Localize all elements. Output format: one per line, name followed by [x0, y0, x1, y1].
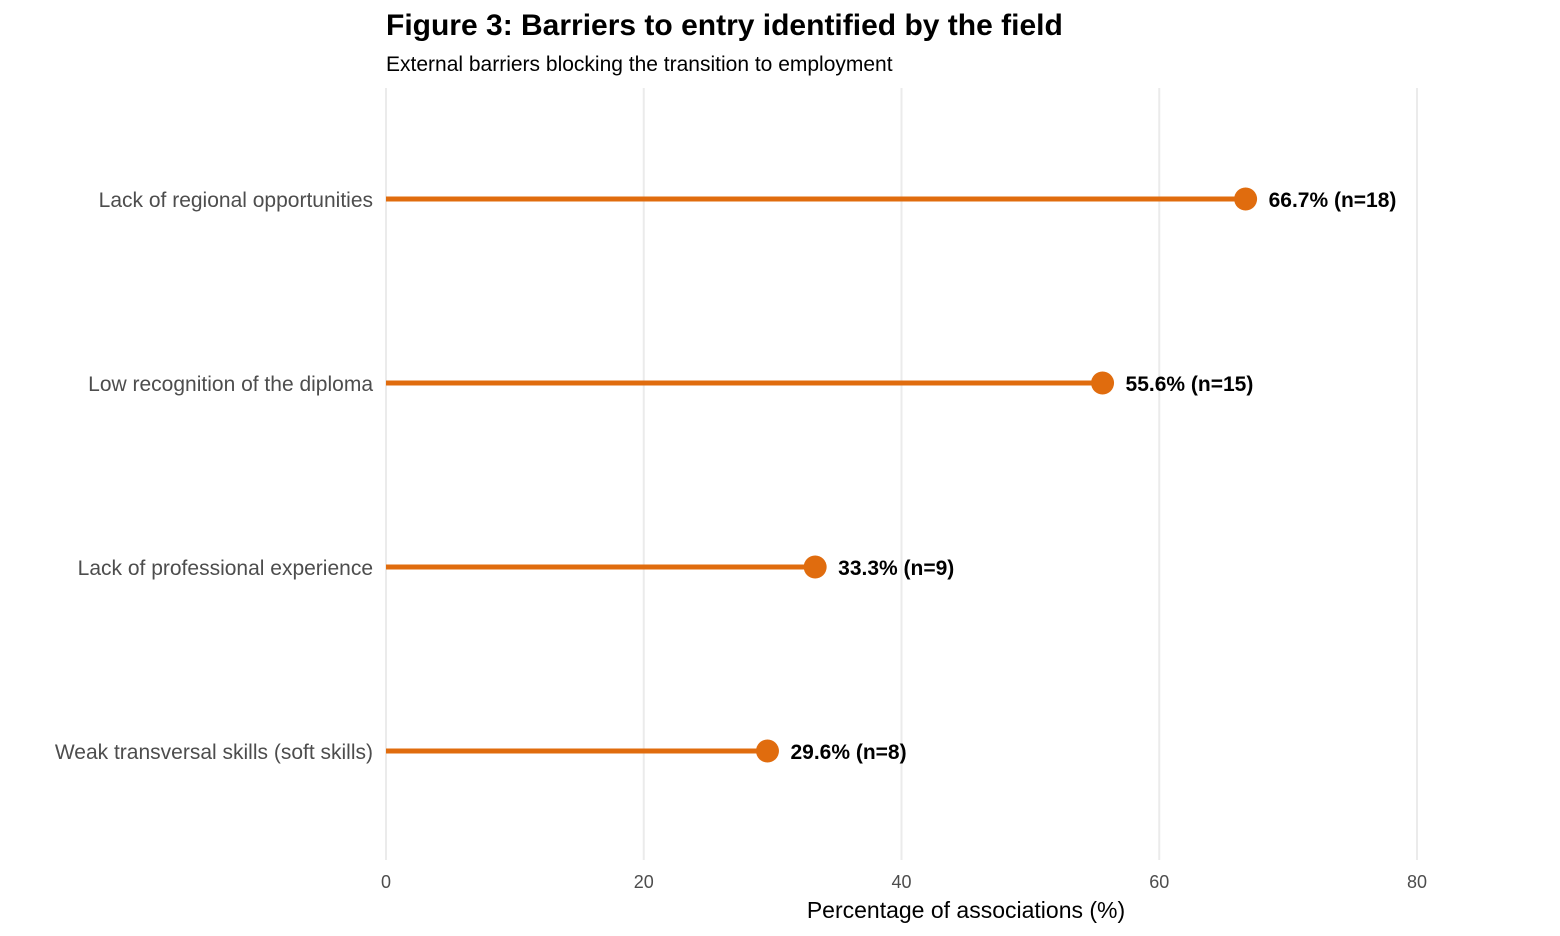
x-tick-labels: 0 20 40 60 80	[381, 872, 1427, 892]
x-tick-label-40: 40	[891, 872, 911, 892]
category-label: Low recognition of the diploma	[88, 373, 373, 396]
lollipop-dot	[1091, 371, 1115, 395]
data-label: 66.7% (n=18)	[1269, 189, 1397, 212]
data-label: 33.3% (n=9)	[838, 557, 954, 580]
x-tick-label-20: 20	[634, 872, 654, 892]
data-label: 29.6% (n=8)	[790, 741, 906, 764]
category-labels: Lack of regional opportunities Low recogn…	[55, 189, 373, 764]
lollipop-dot	[1234, 187, 1258, 211]
gridlines	[385, 88, 1418, 860]
lollipop-stems	[386, 196, 1246, 754]
category-label: Lack of professional experience	[78, 557, 373, 580]
x-tick-label-80: 80	[1407, 872, 1427, 892]
lollipop-dots	[755, 187, 1258, 763]
chart-title: Figure 3: Barriers to entry identified b…	[386, 9, 1063, 42]
data-labels: 66.7% (n=18) 55.6% (n=15) 33.3% (n=9) 29.6%…	[790, 189, 1396, 764]
chart-subtitle: External barriers blocking the transitio…	[386, 53, 893, 76]
data-label: 55.6% (n=15)	[1126, 373, 1254, 396]
category-label: Weak transversal skills (soft skills)	[55, 741, 373, 764]
lollipop-dot	[755, 739, 779, 763]
lollipop-dot	[803, 555, 827, 579]
x-tick-label-60: 60	[1149, 872, 1169, 892]
x-tick-label-0: 0	[381, 872, 391, 892]
x-axis-title: Percentage of associations (%)	[807, 897, 1125, 923]
category-label: Lack of regional opportunities	[99, 189, 373, 212]
